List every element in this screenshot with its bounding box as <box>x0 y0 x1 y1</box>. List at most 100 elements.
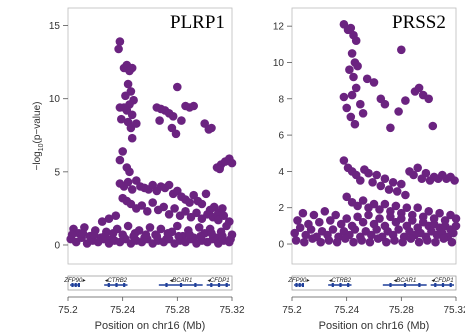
prss2-data-point <box>450 176 459 185</box>
prss2-gene-label: ◂CFDP1 <box>431 278 454 284</box>
prss2-gene-exon <box>434 283 437 287</box>
prss2-x-axis-label: Position on chr16 (Mb) <box>319 320 430 332</box>
plrp1-data-point <box>127 110 137 120</box>
prss2-data-point <box>380 99 390 109</box>
plrp1-gene-exon <box>179 283 183 287</box>
plrp1-data-point <box>123 221 133 231</box>
plrp1-data-point <box>207 229 216 238</box>
prss2-data-point <box>394 225 403 234</box>
prss2-data-point <box>373 234 383 243</box>
prss2-data-point <box>316 237 326 247</box>
prss2-data-point <box>424 207 434 216</box>
prss2-gene-exon <box>339 283 342 287</box>
prss2-data-point <box>451 214 461 223</box>
plrp1-data-point <box>185 198 194 207</box>
prss2-data-point <box>341 234 350 243</box>
prss2-data-point <box>397 214 406 223</box>
prss2-data-point <box>392 187 402 196</box>
prss2-y-tick-label: 10 <box>273 58 285 69</box>
plrp1-data-point <box>148 198 157 207</box>
prss2-data-point <box>328 225 338 234</box>
prss2-y-ticks: 0 2 4 6 8 10 12 <box>273 22 292 251</box>
plrp1-data-point <box>111 211 121 220</box>
prss2-data-point <box>406 234 416 243</box>
prss2-data-point <box>414 237 424 247</box>
plrp1-y-axis-label: −log10(p−value) <box>32 102 45 171</box>
plrp1-x-ticks: 75.2 75.24 75.28 75.32 <box>58 296 245 316</box>
prss2-data-point <box>391 201 401 211</box>
prss2-data-point <box>308 234 317 243</box>
plrp1-data-point <box>108 229 118 238</box>
prss2-data-point <box>291 236 301 245</box>
plrp1-gene-exon <box>217 283 221 287</box>
prss2-data-point <box>358 217 368 227</box>
prss2-data-point <box>306 225 316 234</box>
plrp1-data-point <box>119 233 129 242</box>
plrp1-data-point <box>115 155 125 165</box>
prss2-data-point <box>375 214 384 223</box>
plrp1-gene-exon <box>194 283 197 287</box>
prss2-data-point <box>394 107 403 116</box>
prss2-data-point <box>380 174 390 183</box>
plrp1-x-tick-label: 75.24 <box>110 305 135 316</box>
prss2-data-point <box>353 212 362 222</box>
plrp1-data-point <box>145 223 155 232</box>
plrp1-data-point <box>170 204 179 213</box>
prss2-data-point <box>315 217 324 227</box>
prss2-data-point <box>413 203 423 212</box>
plrp1-y-tick-label: 5 <box>54 167 60 178</box>
plrp1-data-point <box>215 164 224 174</box>
prss2-data-point <box>347 90 357 100</box>
plrp1-data-point <box>156 224 166 234</box>
prss2-data-point <box>356 176 365 185</box>
prss2-data-point <box>369 78 379 87</box>
plrp1-data-point <box>207 123 216 133</box>
plrp1-y-tick-label: 15 <box>49 21 61 32</box>
plrp1-gene-exon <box>210 283 213 287</box>
prss2-data-point <box>351 36 361 45</box>
prss2-data-point <box>388 178 398 187</box>
prss2-gene-exon <box>449 283 452 287</box>
plrp1-data-point <box>155 116 164 125</box>
prss2-y-tick-label: 6 <box>278 131 284 142</box>
prss2-data-point <box>353 201 362 211</box>
plrp1-data-point <box>115 103 125 112</box>
plrp1-data-point <box>185 230 194 239</box>
prss2-gene-exon <box>301 283 304 287</box>
plrp1-data-point <box>125 167 134 177</box>
prss2-data-point <box>365 237 375 247</box>
plrp1-data-point <box>174 231 183 241</box>
prss2-data-point <box>351 83 361 93</box>
plrp1-data-point <box>132 119 141 128</box>
prss2-gene-track: ZFP90▸ ◂CTRB2 ◂BCAR1 ◂CFDP1 <box>287 278 454 287</box>
prss2-title: PRSS2 <box>392 12 446 33</box>
plrp1-data-point <box>222 221 231 231</box>
plrp1-title: PLRP1 <box>170 12 225 33</box>
plrp1-gene-exon <box>123 283 126 287</box>
plrp1-points <box>66 37 237 248</box>
prss2-data-point <box>347 49 357 58</box>
prss2-gene-exon <box>298 283 301 287</box>
plrp1-y-ticks: 0 5 10 15 <box>49 21 68 251</box>
plrp1-data-point <box>173 82 182 92</box>
plrp1-data-point <box>127 63 137 73</box>
plrp1-gene-label: ZFP90▸ <box>63 278 86 284</box>
prss2-gene-label: ZFP90▸ <box>287 278 310 284</box>
plrp1-data-point <box>159 202 168 212</box>
plrp1-data-point <box>164 210 174 219</box>
prss2-data-point <box>401 190 410 200</box>
prss2-data-point <box>295 223 305 232</box>
prss2-data-point <box>364 168 373 178</box>
plrp1-data-point <box>196 231 205 241</box>
prss2-x-tick-label: 75.32 <box>443 305 465 316</box>
prss2-data-point <box>339 92 349 102</box>
plrp1-data-point <box>67 230 77 239</box>
prss2-data-point <box>451 221 461 231</box>
plrp1-data-point <box>123 79 133 89</box>
prss2-data-point <box>368 178 377 187</box>
prss2-data-point <box>358 196 368 205</box>
plrp1-gene-exon <box>107 283 110 287</box>
prss2-data-point <box>384 185 394 194</box>
prss2-gene-exon <box>331 283 334 287</box>
plrp1-data-point <box>226 234 235 244</box>
